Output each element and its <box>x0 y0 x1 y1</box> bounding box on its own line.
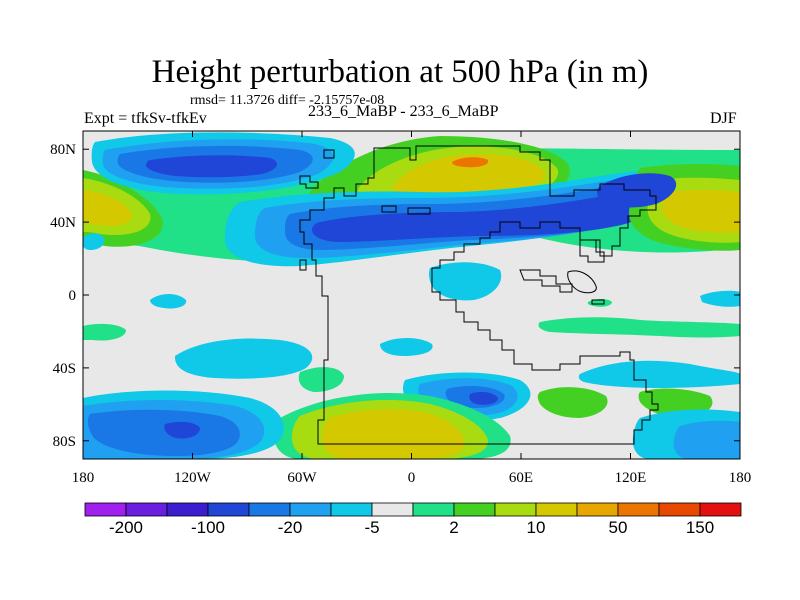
x-tick-label: 180 <box>729 470 752 486</box>
colorbar-swatch <box>576 502 619 517</box>
tropical-green-west <box>83 323 126 341</box>
colorbar-label: -20 <box>278 518 303 537</box>
outline-mid-island <box>381 205 397 213</box>
colorbar-swatch <box>166 502 209 517</box>
continent-outline <box>299 145 659 445</box>
colorbar-swatch <box>699 502 742 517</box>
south-polar-lightblue-east <box>673 420 740 459</box>
colorbar: -200 -100 -20 -5 2 10 50 150 <box>84 502 742 537</box>
nh-trough-darkblue <box>312 191 672 242</box>
colorbar-swatch <box>617 502 660 517</box>
x-tick-label: 60W <box>287 470 317 486</box>
experiment-label: Expt = tfkSv-tfkEv <box>84 110 207 127</box>
colorbar-swatch <box>289 502 332 517</box>
x-tick-label: 0 <box>408 470 416 486</box>
colorbar-swatch <box>207 502 250 517</box>
south-polar-darkblue-west <box>164 421 200 439</box>
y-tick-label: 40S <box>53 361 76 377</box>
tropical-cyan-west <box>150 294 187 309</box>
y-tick-label: 40N <box>50 215 76 231</box>
pacific-tropical-cyan <box>83 233 105 250</box>
east-ridge-yellow <box>661 189 740 233</box>
colorbar-label: -5 <box>364 518 379 537</box>
colorbar-swatch <box>84 502 127 517</box>
tropical-cyan-eastern <box>700 290 740 307</box>
colorbar-swatch <box>453 502 496 517</box>
colorbar-label: 50 <box>609 518 628 537</box>
colorbar-swatch <box>330 502 373 517</box>
north-pacific-yellow <box>83 190 133 226</box>
outline-east-island <box>579 239 605 263</box>
sh-cyan-atlantic <box>380 338 433 356</box>
outline-north-arch <box>299 175 319 189</box>
sh-green-left <box>298 367 344 392</box>
colorbar-swatch <box>658 502 701 517</box>
antarctic-yellow <box>322 409 465 459</box>
case-label: 233_6_MaBP - 233_6_MaBP <box>308 103 499 120</box>
outline-small-tropical <box>591 299 605 305</box>
outline-indonesia <box>519 269 573 293</box>
arctic-orange <box>452 157 489 168</box>
x-tick-label: 60E <box>509 470 533 486</box>
colorbar-swatch <box>535 502 578 517</box>
outline-north-small <box>323 149 335 159</box>
colorbar-label: 150 <box>686 518 714 537</box>
tropical-green-small <box>587 299 612 307</box>
sh-cyan-west <box>174 338 313 379</box>
colorbar-label: 10 <box>527 518 546 537</box>
colorbar-label: 2 <box>449 518 458 537</box>
stats-label: rmsd= 11.3726 diff= -2.15757e-08 <box>190 93 385 108</box>
north-polar-darkblue <box>146 155 277 178</box>
outline-mid-island2 <box>407 207 431 215</box>
colorbar-swatch <box>371 502 414 517</box>
colorbar-swatch <box>412 502 455 517</box>
tropical-cyan-atlantic <box>428 262 502 301</box>
colorbar-label: -100 <box>191 518 225 537</box>
y-tick-label: 0 <box>69 288 77 304</box>
arctic-yellow <box>392 154 546 194</box>
colorbar-swatch <box>248 502 291 517</box>
colorbar-swatch <box>494 502 537 517</box>
colorbar-label: -200 <box>109 518 143 537</box>
sh-cyan-indian <box>578 360 740 388</box>
sh-green-indian <box>537 387 608 418</box>
axes: 180 120W 60W 0 60E 120E 180 80N 40N 0 40S 80S <box>50 131 751 486</box>
colorbar-swatch <box>125 502 168 517</box>
sh-darkblue-spot <box>469 391 498 405</box>
contour-fields <box>83 132 740 459</box>
tropical-green-indian <box>538 317 740 338</box>
y-tick-label: 80N <box>50 142 76 158</box>
chart-title: Height perturbation at 500 hPa (in m) <box>151 54 649 90</box>
south-polar-blue-west <box>87 409 240 456</box>
outline-sw-coast <box>299 259 307 271</box>
x-tick-label: 180 <box>72 470 95 486</box>
x-tick-label: 120W <box>174 470 212 486</box>
season-label: DJF <box>710 110 737 127</box>
x-tick-label: 120E <box>615 470 647 486</box>
y-tick-label: 80S <box>53 434 76 450</box>
